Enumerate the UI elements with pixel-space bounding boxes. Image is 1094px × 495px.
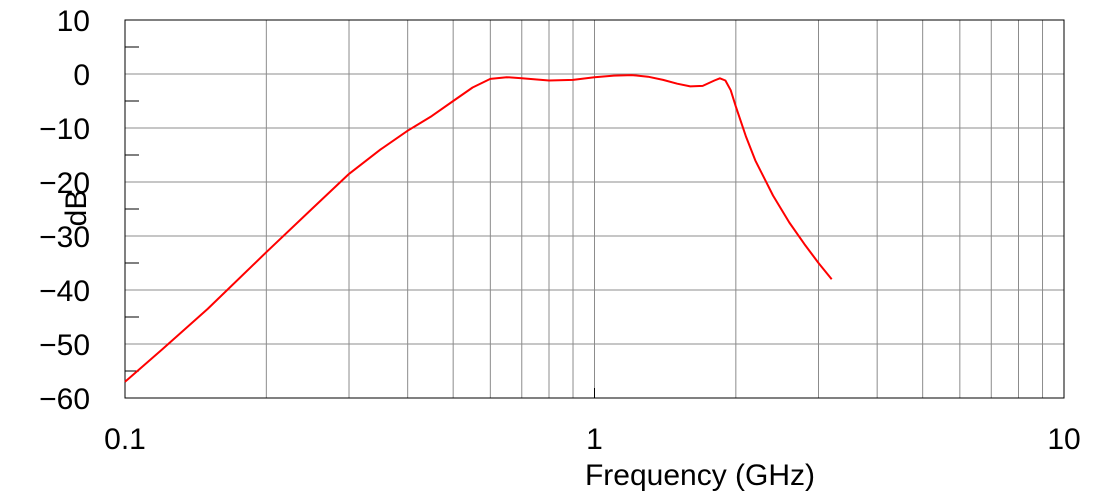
y-tick-label: −30 bbox=[39, 221, 90, 254]
x-tick-label: 10 bbox=[1047, 423, 1080, 456]
x-tick-label: 0.1 bbox=[104, 423, 146, 456]
grid bbox=[125, 20, 1064, 398]
x-tick-label: 1 bbox=[586, 423, 603, 456]
series bbox=[124, 74, 833, 383]
y-tick-label: −10 bbox=[39, 113, 90, 146]
x-axis-title: Frequency (GHz) bbox=[585, 459, 815, 492]
plot-frame bbox=[124, 19, 1065, 399]
y-tick-label: −60 bbox=[39, 383, 90, 416]
tick-labels: 10 0 −10 −20 −30 −40 −50 −60 0.1 1 10 bbox=[39, 5, 1081, 456]
y-tick-label: 10 bbox=[57, 5, 90, 38]
y-tick-label: 0 bbox=[73, 59, 90, 92]
y-tick-label: −50 bbox=[39, 329, 90, 362]
series-line bbox=[124, 74, 833, 383]
y-tick-label: −20 bbox=[39, 167, 90, 200]
y-axis-title: dB bbox=[60, 190, 93, 227]
y-tick-label: −40 bbox=[39, 275, 90, 308]
